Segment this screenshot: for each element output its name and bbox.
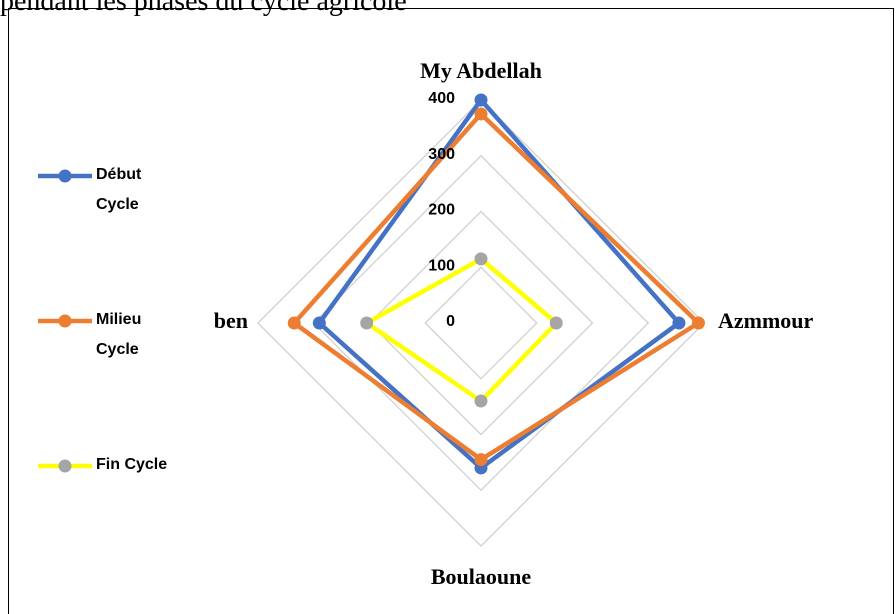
marker bbox=[474, 107, 488, 121]
series-line bbox=[317, 97, 682, 471]
marker bbox=[691, 316, 705, 330]
category-label: My Abdellah bbox=[420, 58, 542, 83]
series-line bbox=[364, 256, 559, 404]
marker bbox=[474, 252, 488, 266]
y-tick-label: 300 bbox=[428, 146, 455, 163]
marker bbox=[312, 316, 326, 330]
legend-marker bbox=[58, 459, 72, 473]
category-label: ben bbox=[214, 308, 248, 333]
marker bbox=[474, 394, 488, 408]
legend-label: Milieu Cycle bbox=[96, 311, 142, 358]
category-label: Azmmour bbox=[718, 308, 814, 333]
category-label: Boulaoune bbox=[431, 564, 531, 589]
marker bbox=[474, 453, 488, 467]
y-tick-label: 0 bbox=[446, 313, 455, 330]
grid-ring bbox=[368, 210, 594, 436]
marker bbox=[549, 316, 563, 330]
series-line bbox=[291, 111, 701, 462]
legend-label: Fin Cycle bbox=[96, 456, 168, 473]
chart-frame bbox=[8, 8, 894, 614]
grid-ring bbox=[312, 154, 650, 492]
marker bbox=[360, 316, 374, 330]
y-tick-label: 100 bbox=[428, 257, 455, 274]
marker bbox=[287, 316, 301, 330]
marker bbox=[474, 93, 488, 107]
y-tick-label: 400 bbox=[428, 90, 455, 107]
legend-marker bbox=[58, 314, 72, 328]
legend-label: Début Cycle bbox=[96, 166, 142, 213]
grid-ring bbox=[257, 99, 705, 547]
marker bbox=[672, 316, 686, 330]
grid-ring bbox=[424, 266, 538, 380]
y-tick-label: 200 bbox=[428, 202, 455, 219]
legend-marker bbox=[58, 169, 72, 183]
